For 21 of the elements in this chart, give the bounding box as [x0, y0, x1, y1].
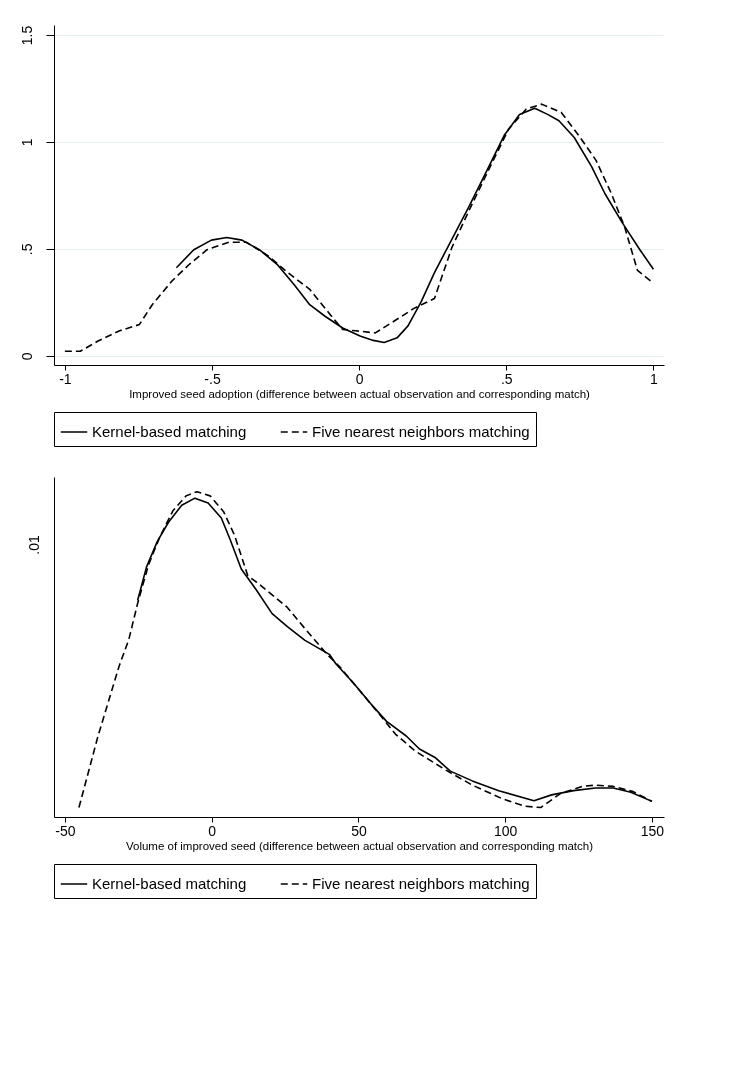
x-tick-label: 150: [640, 822, 665, 839]
x-tick-label: -50: [55, 822, 76, 839]
legend-label: Five nearest neighbors matching: [312, 875, 530, 892]
y-tick-label: 0: [18, 352, 35, 361]
legend-label: Kernel-based matching: [92, 423, 247, 440]
x-tick-label: 0: [208, 822, 217, 839]
y-tick-label: .5: [18, 243, 35, 256]
legend-label: Kernel-based matching: [92, 875, 247, 892]
text: .01: [26, 535, 42, 555]
x-tick-label: 1: [650, 370, 659, 387]
x-axis-title: Volume of improved seed (difference between actual observation and corresponding match): [125, 839, 594, 852]
y-tick-label: 1.5: [18, 25, 35, 46]
x-axis-title: Improved seed adoption (difference between actual observation and corresponding match): [129, 387, 591, 400]
x-tick-label: 50: [351, 822, 367, 839]
x-tick-label: -.5: [204, 370, 221, 387]
x-tick-label: 0: [355, 370, 364, 387]
y-tick-label: 1: [18, 138, 35, 147]
x-tick-label: -1: [59, 370, 72, 387]
x-tick-label: 100: [494, 822, 518, 839]
x-tick-label: .5: [500, 370, 513, 387]
legend-label: Five nearest neighbors matching: [312, 423, 530, 440]
